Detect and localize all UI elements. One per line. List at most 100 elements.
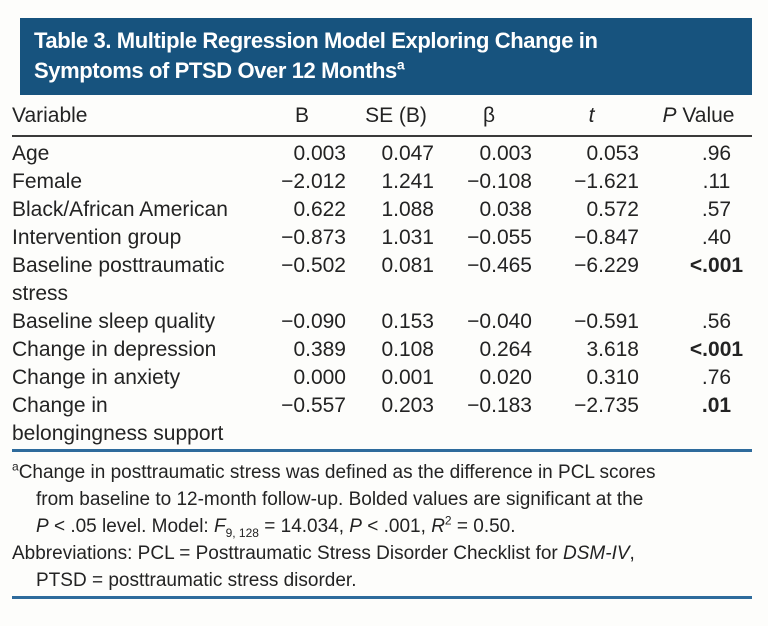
abbreviations-line: PTSD = posttraumatic stress disorder. [12,567,752,594]
cell-beta: −0.465 [467,254,532,277]
table-header-row: Variable B SE (B) β t P Value [12,101,752,137]
cell-pvalue: .76 [701,366,732,389]
footnote-text: = 14.034, [258,516,350,537]
column-header-p-italic: P [662,104,677,127]
table-row-change-in-belongingness-support: Change in belongingness support −0.557 0… [12,392,752,448]
cell-b: −2.012 [281,170,346,193]
cell-pvalue: .57 [701,198,732,221]
column-header-b: B [252,101,352,137]
cell-beta: −0.183 [467,394,532,417]
cell-beta: −0.040 [467,310,532,333]
table-row-change-in-depression: Change in depression 0.389 0.108 0.264 3… [12,336,752,364]
f-symbol: F [213,516,226,537]
cell-b: 0.389 [293,338,346,361]
cell-beta: 0.264 [479,338,532,361]
footnote-text: < .001, [361,516,432,537]
cell-t: 3.618 [586,338,639,361]
abbreviations-line: Abbreviations: PCL = Posttraumatic Stres… [12,540,752,567]
footnote-text: , [629,543,635,564]
cell-pvalue: .56 [701,310,732,333]
cell-variable: Change in depression [12,338,217,361]
table-row-baseline-posttraumatic-stress: Baseline posttraumatic stress −0.502 0.0… [12,252,752,308]
table-bottom-rule [12,449,752,452]
table-body: Age 0.003 0.047 0.003 0.053 .96 Female −… [12,136,752,448]
cell-se: 1.031 [381,226,434,249]
table-row-baseline-sleep-quality: Baseline sleep quality −0.090 0.153 −0.0… [12,308,752,336]
column-header-pvalue: P Value [645,101,752,137]
regression-table-wrapper: Variable B SE (B) β t P Value Age 0.003 … [12,101,752,448]
footnote-text: Abbreviations: PCL = Posttraumatic Stres… [12,543,564,564]
regression-table: Variable B SE (B) β t P Value Age 0.003 … [12,101,752,448]
footnote-text: from baseline to 12-month follow-up. Bol… [36,489,644,510]
column-header-variable: Variable [12,101,252,137]
table-title-line1: Table 3. Multiple Regression Model Explo… [34,28,598,53]
cell-pvalue-significant: <.001 [689,338,744,361]
column-header-se: SE (B) [352,101,440,137]
cell-variable: Female [12,170,83,193]
footnote-text: = 0.50. [451,516,516,537]
dsm-iv-italic: DSM-IV [563,543,630,564]
column-header-beta: β [440,101,538,137]
cell-t: 0.572 [586,198,639,221]
table-row-change-in-anxiety: Change in anxiety 0.000 0.001 0.020 0.31… [12,364,752,392]
cell-beta: −0.055 [467,226,532,249]
cell-b: 0.003 [293,142,346,165]
r-superscript: 2 [444,513,452,528]
cell-beta: 0.020 [479,366,532,389]
cell-se: 0.047 [381,142,434,165]
cell-t: −2.735 [574,394,639,417]
cell-se: 0.203 [381,394,434,417]
column-header-t: t [538,101,645,137]
cell-pvalue: .11 [702,170,731,193]
cell-t: −0.591 [574,310,639,333]
cell-beta: 0.003 [479,142,532,165]
table-title-text: Symptoms of PTSD Over 12 Months [34,58,397,83]
cell-b: −0.502 [281,254,346,277]
cell-pvalue: .96 [701,142,732,165]
cell-variable: Baseline posttraumatic stress [12,254,225,305]
footnote-text: PTSD = posttraumatic stress disorder. [36,570,357,591]
footnote: aChange in posttraumatic stress was defi… [12,459,752,594]
cell-variable: Intervention group [12,226,182,249]
f-subscript: 9, 128 [225,525,259,540]
cell-pvalue-significant: <.001 [689,254,744,277]
cell-beta: 0.038 [479,198,532,221]
cell-variable: Change in belongingness support [12,394,224,445]
table-row-age: Age 0.003 0.047 0.003 0.053 .96 [12,136,752,168]
cell-t: −1.621 [574,170,639,193]
cell-se: 0.108 [381,338,434,361]
cell-b: 0.000 [293,366,346,389]
footnote-line-model-stats: P < .05 level. Model: F9, 128 = 14.034, … [12,513,752,540]
cell-se: 0.001 [381,366,434,389]
table-row-female: Female −2.012 1.241 −0.108 −1.621 .11 [12,168,752,196]
table-row-intervention-group: Intervention group −0.873 1.031 −0.055 −… [12,224,752,252]
cell-variable: Age [12,142,50,165]
p-symbol: P [349,516,362,537]
cell-se: 0.081 [381,254,434,277]
table-title-superscript: a [396,56,405,73]
cell-t: 0.053 [586,142,639,165]
footnote-line: from baseline to 12-month follow-up. Bol… [12,486,752,513]
table-title-line2: Symptoms of PTSD Over 12 Monthsa [34,56,738,86]
p-symbol: P [36,516,49,537]
cell-b: 0.622 [293,198,346,221]
table-figure: Table 3. Multiple Regression Model Explo… [0,18,768,599]
cell-variable: Black/African American [12,198,228,221]
cell-beta: −0.108 [467,170,532,193]
cell-t: 0.310 [586,366,639,389]
cell-b: −0.090 [281,310,346,333]
column-header-p-rest: Value [676,104,735,127]
cell-b: −0.557 [281,394,346,417]
cell-t: −6.229 [574,254,639,277]
cell-pvalue: .40 [701,226,732,249]
cell-se: 1.241 [381,170,434,193]
footnote-text: Change in posttraumatic stress was defin… [18,462,656,483]
table-title-bar: Table 3. Multiple Regression Model Explo… [20,18,752,95]
cell-pvalue-significant: .01 [701,394,732,417]
cell-b: −0.873 [281,226,346,249]
cell-variable: Baseline sleep quality [12,310,216,333]
cell-se: 0.153 [381,310,434,333]
r-symbol: R [431,516,445,537]
figure-bottom-rule [12,596,752,599]
table-row-black-african-american: Black/African American 0.622 1.088 0.038… [12,196,752,224]
